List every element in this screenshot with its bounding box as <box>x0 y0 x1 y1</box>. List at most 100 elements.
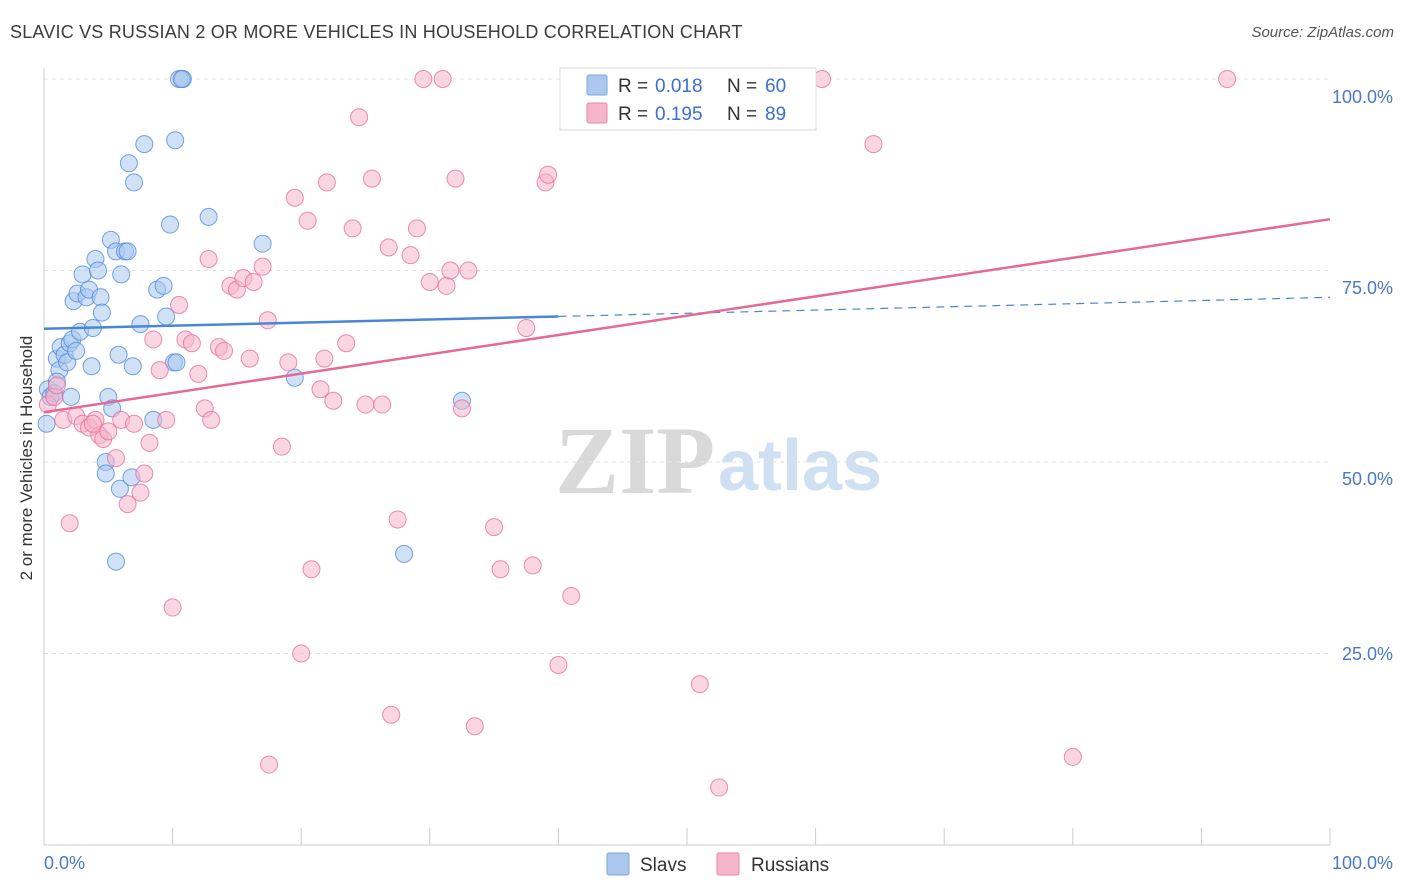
y-axis-label: 2 or more Vehicles in Household <box>17 336 36 581</box>
russians-point-40 <box>272 437 291 456</box>
russians-point-67 <box>452 399 471 418</box>
slavs-point-30 <box>109 345 128 364</box>
russians-point-11 <box>99 422 118 441</box>
russians-point-18 <box>140 433 159 452</box>
slavs-point-38 <box>123 357 142 376</box>
russians-point-47 <box>315 349 334 368</box>
russians-point-52 <box>350 108 369 127</box>
stats-n-label-russians: N = <box>727 104 757 125</box>
slavs-point-33 <box>112 265 131 284</box>
russians-point-42 <box>285 188 304 207</box>
russians-point-81 <box>690 675 709 694</box>
russians-point-62 <box>420 272 439 291</box>
grid <box>44 78 1330 654</box>
russians-point-39 <box>260 755 279 774</box>
russians-point-76 <box>549 655 568 674</box>
russians-point-64 <box>437 276 456 295</box>
russians-point-21 <box>157 410 176 429</box>
slavs-point-32 <box>107 552 126 571</box>
y-tick-label-75: 75.0% <box>1342 278 1393 298</box>
russians-point-23 <box>170 295 189 314</box>
slavs-point-55 <box>395 544 414 563</box>
stats-n-value-russians: 89 <box>765 104 786 125</box>
russians-point-50 <box>337 334 356 353</box>
russians-point-55 <box>373 395 392 414</box>
slavs-point-49 <box>167 353 186 372</box>
russians-point-68 <box>459 261 478 280</box>
russians-point-17 <box>135 464 154 483</box>
source-credit: Source: ZipAtlas.com <box>1251 24 1394 41</box>
stats-swatch-russians <box>586 102 608 124</box>
slavs-point-41 <box>135 135 154 154</box>
slavs-point-22 <box>91 288 110 307</box>
russians-point-59 <box>401 246 420 265</box>
russians-point-43 <box>292 644 311 663</box>
slavs-point-31 <box>110 479 129 498</box>
russians-point-85 <box>864 135 883 154</box>
slavs-point-39 <box>125 173 144 192</box>
russians-point-12 <box>107 449 126 468</box>
slavs-point-44 <box>154 276 173 295</box>
legend-label-russians: Russians <box>751 855 829 876</box>
slavs-point-25 <box>96 464 115 483</box>
stats-r-value-slavs: 0.018 <box>655 76 703 97</box>
x-tick-label-max: 100.0% <box>1332 853 1393 873</box>
russians-point-63 <box>433 70 452 88</box>
stats-n-value-slavs: 60 <box>765 76 786 97</box>
slavs-trend-extension <box>558 296 1331 318</box>
x-ticks <box>43 828 1331 845</box>
russians-point-87 <box>1218 70 1237 88</box>
legend-label-slavs: Slavs <box>640 855 686 876</box>
watermark-atlas: atlas <box>718 426 882 506</box>
russians-point-25 <box>182 334 201 353</box>
russians-point-88 <box>83 414 102 433</box>
russians-point-37 <box>253 257 272 276</box>
slavs-point-48 <box>166 131 185 150</box>
russians-point-60 <box>407 219 426 238</box>
russians-point-48 <box>317 173 336 192</box>
russians-point-61 <box>414 70 433 88</box>
stats-swatch-slavs <box>586 74 608 96</box>
stats-r-label-slavs: R = <box>618 76 648 97</box>
russians-point-16 <box>131 483 150 502</box>
slavs-point-40 <box>131 315 150 334</box>
russians-point-54 <box>362 169 381 188</box>
slavs-point-23 <box>92 303 111 322</box>
russians-trend-line <box>43 217 1331 414</box>
chart-title: SLAVIC VS RUSSIAN 2 OR MORE VEHICLES IN … <box>10 22 743 42</box>
slavs-point-46 <box>161 215 180 234</box>
russians-point-72 <box>517 318 536 337</box>
slavs-trend-line <box>43 315 559 330</box>
russians-point-19 <box>144 330 163 349</box>
legend-swatch-slavs <box>606 852 630 876</box>
slavs-point-57 <box>172 70 191 88</box>
slavs-point-52 <box>199 207 218 226</box>
stats-r-label-russians: R = <box>618 104 648 125</box>
slavs-point-35 <box>118 242 137 261</box>
russians-point-28 <box>199 250 218 269</box>
stats-r-value-russians: 0.195 <box>655 104 703 125</box>
russians-point-45 <box>302 560 321 579</box>
russians-point-20 <box>150 361 169 380</box>
russians-point-26 <box>189 364 208 383</box>
russians-point-31 <box>215 341 234 360</box>
y-tick-label-25: 25.0% <box>1342 644 1393 664</box>
russians-point-22 <box>163 598 182 617</box>
russians-point-44 <box>298 211 317 230</box>
russians-point-14 <box>118 495 137 514</box>
x-tick-label-min: 0.0% <box>44 853 85 873</box>
russians-point-71 <box>491 560 510 579</box>
russians-point-65 <box>441 261 460 280</box>
russians-point-75 <box>539 165 558 184</box>
slavs-point-36 <box>119 154 138 173</box>
trend-lines <box>43 217 1331 414</box>
russians-point-57 <box>382 705 401 724</box>
russians-point-51 <box>343 219 362 238</box>
russians-point-70 <box>485 518 504 537</box>
slavs-point-0 <box>37 414 56 433</box>
legend-swatch-russians <box>716 852 740 876</box>
y-tick-label-50: 50.0% <box>1342 469 1393 489</box>
russians-point-15 <box>125 414 144 433</box>
russians-point-53 <box>356 395 375 414</box>
slavs-point-12 <box>67 341 86 360</box>
